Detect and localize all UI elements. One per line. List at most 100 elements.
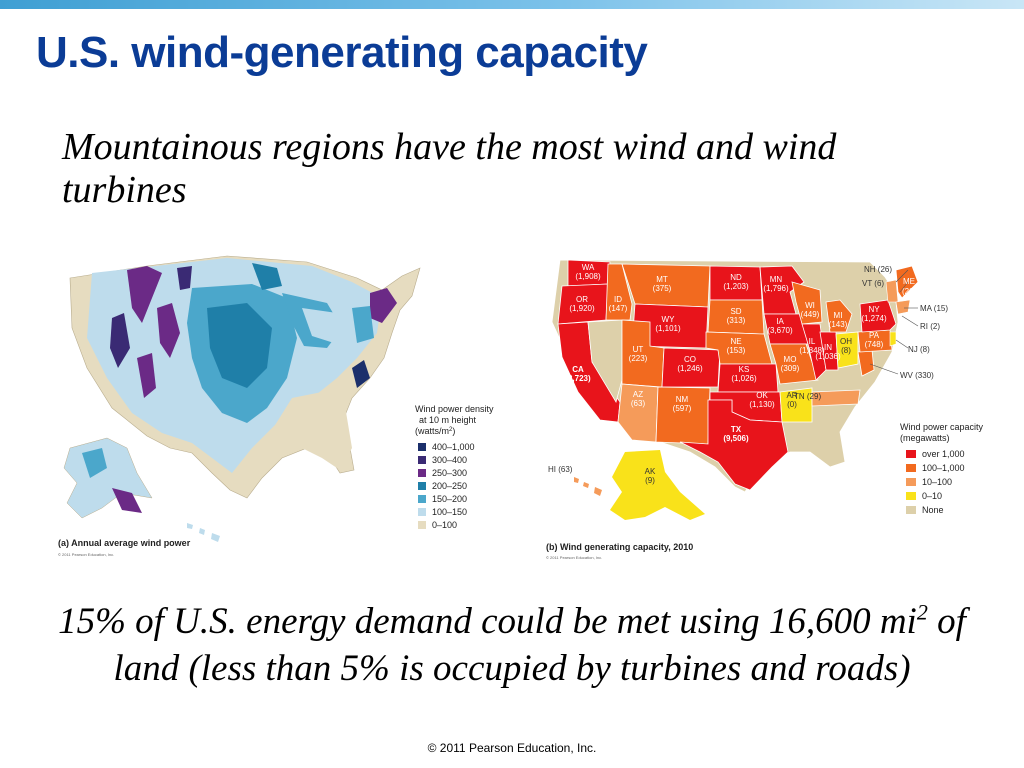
map-a-caption: (a) Annual average wind power — [58, 538, 191, 548]
state-value: (1,908) — [575, 272, 601, 281]
legend-a-title-2: at 10 m height — [419, 415, 477, 425]
state-abbr: SD — [730, 307, 741, 316]
legend-b-label: 100–1,000 — [922, 463, 965, 473]
state-value: (9,506) — [723, 434, 749, 443]
legend-b-label: 10–100 — [922, 477, 952, 487]
legend-b-title-2: (megawatts) — [900, 433, 950, 443]
state-value: (1,796) — [763, 284, 789, 293]
legend-a-label: 200–250 — [432, 481, 467, 491]
legend-b-label: 0–10 — [922, 491, 942, 501]
state-value: (63) — [631, 399, 646, 408]
state-value: (1,130) — [749, 400, 775, 409]
outside-state-label: MA (15) — [920, 304, 948, 313]
state-abbr: ND — [730, 273, 742, 282]
state-abbr: MO — [784, 355, 797, 364]
legend-a-swatch — [418, 495, 426, 503]
legend-a: 400–1,000 300–400 250–300 200–250 150–200 100… — [418, 442, 475, 530]
state-abbr: OK — [756, 391, 768, 400]
bottom-text-sup: 2 — [916, 599, 928, 625]
state-value: (1,026) — [731, 374, 757, 383]
state-abbr: KS — [739, 365, 750, 374]
state-abbr: CA — [572, 365, 584, 374]
map-a-credit: © 2011 Pearson Education, Inc. — [58, 552, 114, 557]
legend-b-swatch — [906, 450, 916, 458]
state-abbr: WA — [582, 263, 595, 272]
outside-state-label: ME — [903, 277, 915, 286]
bottom-text-post: of land (less than 5% is occupied by tur… — [113, 601, 966, 689]
state-abbr: AK — [645, 467, 656, 476]
slide-subtitle: Mountainous regions have the most wind a… — [62, 126, 837, 211]
state-value: (1,101) — [655, 324, 681, 333]
state-value: (1,848) — [799, 346, 825, 355]
state-value: (309) — [781, 364, 800, 373]
state-labels: WA(1,908) OR(1,920) CA(2,723) ID(147) MT(375… — [565, 263, 887, 485]
legend-b-swatch — [906, 478, 916, 486]
legend-a-label: 300–400 — [432, 455, 467, 465]
state-value: (8) — [841, 346, 851, 355]
legend-a-label: 0–100 — [432, 520, 457, 530]
state-abbr: NM — [676, 395, 689, 404]
state-value: (597) — [673, 404, 692, 413]
state-abbr: AR — [786, 391, 797, 400]
state-value: (3,670) — [767, 326, 793, 335]
legend-a-label: 150–200 — [432, 494, 467, 504]
state-abbr: AZ — [633, 390, 643, 399]
state-abbr: MT — [656, 275, 668, 284]
state-abbr: UT — [633, 345, 644, 354]
state-abbr: IA — [776, 317, 784, 326]
legend-a-label: 400–1,000 — [432, 442, 475, 452]
legend-b-swatch — [906, 464, 916, 472]
legend-a-swatch — [418, 456, 426, 464]
legend-a-swatch — [418, 521, 426, 529]
bottom-statement: 15% of U.S. energy demand could be met u… — [30, 598, 994, 692]
map-b-caption: (b) Wind generating capacity, 2010 — [546, 542, 693, 552]
state-abbr: MI — [834, 311, 843, 320]
outside-labels: NH (26) VT (6) ME(200) MA (15) RI (2) NJ (8) W… — [548, 265, 948, 474]
state-value: (0) — [787, 400, 797, 409]
state-abbr: NY — [868, 305, 880, 314]
legend-b-swatch — [906, 506, 916, 514]
state-value: (449) — [801, 310, 820, 319]
legend-a-swatch — [418, 443, 426, 451]
state-abbr: WY — [662, 315, 676, 324]
outside-state-label: NH (26) — [864, 265, 892, 274]
state-abbr: NE — [730, 337, 741, 346]
copyright-footer: © 2011 Pearson Education, Inc. — [427, 741, 597, 755]
state-value: (748) — [865, 340, 884, 349]
state-value: (1,203) — [723, 282, 749, 291]
state-abbr: ID — [614, 295, 622, 304]
state-value: (313) — [727, 316, 746, 325]
outside-state-label: (200) — [902, 287, 921, 296]
legend-a-label: 100–150 — [432, 507, 467, 517]
bottom-text-pre: 15% of U.S. energy demand could be met u… — [58, 601, 917, 642]
outside-state-label: HI (63) — [548, 465, 573, 474]
state-abbr: IN — [824, 343, 832, 352]
legend-a-label: 250–300 — [432, 468, 467, 478]
state-abbr: PA — [869, 331, 880, 340]
state-value: (375) — [653, 284, 672, 293]
state-abbr: OH — [840, 337, 852, 346]
legend-a-title-1: Wind power density — [415, 404, 494, 414]
state-value: (1,246) — [677, 364, 703, 373]
state-value: (143) — [829, 320, 848, 329]
state-abbr: WI — [805, 301, 815, 310]
state-value: (153) — [727, 346, 746, 355]
outside-state-label: TN (29) — [794, 392, 821, 401]
map-b-credit: © 2011 Pearson Education, Inc. — [546, 555, 602, 560]
legend-a-swatch — [418, 508, 426, 516]
legend-b-label: over 1,000 — [922, 449, 965, 459]
legend-b-swatch — [906, 492, 916, 500]
state-abbr: CO — [684, 355, 696, 364]
legend-b: over 1,000 100–1,000 10–100 0–10 None — [906, 449, 965, 515]
outside-state-label: NJ (8) — [908, 345, 930, 354]
legend-a-swatch — [418, 482, 426, 490]
outside-state-label: VT (6) — [862, 279, 884, 288]
state-value: (147) — [609, 304, 628, 313]
state-value: (223) — [629, 354, 648, 363]
state-value: (1,920) — [569, 304, 595, 313]
outside-state-label: RI (2) — [920, 322, 940, 331]
state-value: (2,723) — [565, 374, 591, 383]
outside-state-label: WV (330) — [900, 371, 934, 380]
legend-a-title-3: (watts/m2) — [415, 426, 455, 436]
state-abbr: IL — [809, 337, 816, 346]
